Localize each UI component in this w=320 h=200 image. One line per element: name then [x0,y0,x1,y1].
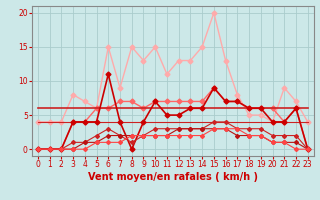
X-axis label: Vent moyen/en rafales ( km/h ): Vent moyen/en rafales ( km/h ) [88,172,258,182]
